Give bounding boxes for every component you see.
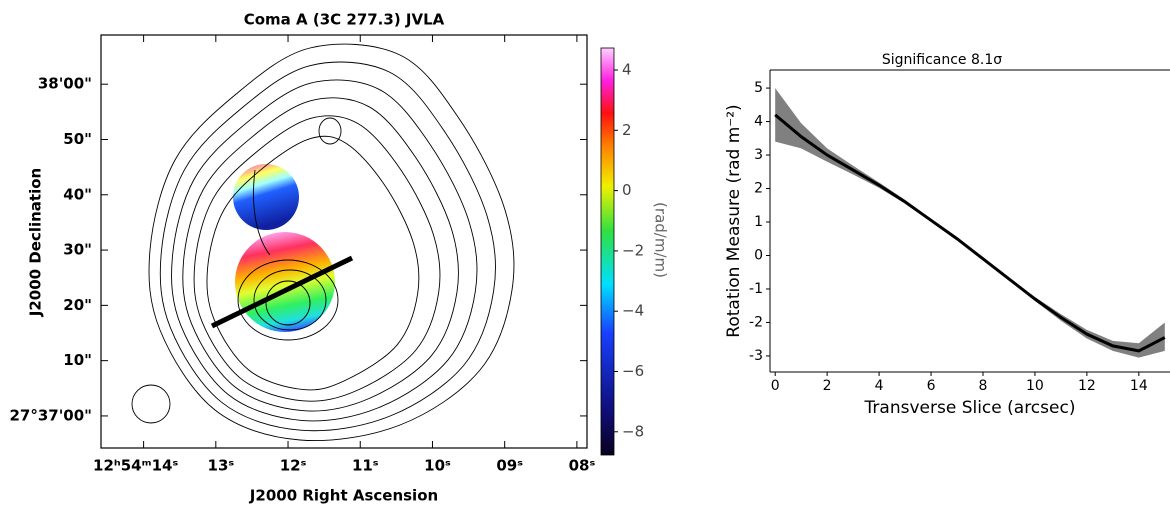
x-tick-label: 13ˢ: [208, 457, 235, 475]
rm-blob: [233, 164, 299, 230]
y-tick-label: 4: [754, 114, 763, 130]
left-panel: Coma A (3C 277.3) JVLA J2000 Right Ascen…: [9, 11, 669, 505]
x-tick-label: 12ˢ: [280, 457, 307, 475]
colorbar-tick-label: 4: [622, 61, 632, 79]
image-area: [131, 43, 515, 442]
slice-line: [210, 255, 354, 329]
x-tick-label: 12: [1078, 378, 1096, 394]
y-tick-label: 38'00": [38, 75, 92, 93]
chart-title: Coma A (3C 277.3) JVLA: [244, 11, 445, 29]
x-tick-label: 0: [771, 378, 780, 394]
colorbar-tick-label: −2: [622, 241, 644, 259]
colorbar-tick-label: −8: [622, 422, 644, 440]
colorbar-label: (rad/m/m): [652, 202, 670, 278]
y-tick-label: 20": [63, 296, 92, 314]
x-tick-label: 8: [979, 378, 988, 394]
x-tick-label: 10: [1026, 378, 1044, 394]
line: [774, 113, 1166, 353]
y-tick-label: -2: [749, 314, 763, 330]
plot-area: [774, 88, 1166, 358]
colorbar-tick-label: −4: [622, 302, 644, 320]
contour: [253, 269, 327, 331]
x-axis-label: Transverse Slice (arcsec): [864, 398, 1076, 418]
y-axis-label: J2000 Declination: [27, 168, 45, 317]
contour: [253, 169, 271, 256]
colorbar: [600, 47, 615, 456]
colorbar-tick-label: 2: [622, 121, 632, 139]
contours: [148, 43, 515, 442]
x-tick-label: 12ʰ54ᵐ14ˢ: [93, 457, 178, 475]
colorbar-tick-label: 0: [622, 181, 632, 199]
contour: [159, 61, 496, 432]
contour: [148, 43, 515, 442]
x-tick-label: 11ˢ: [352, 457, 379, 475]
right-panel: Significance 8.1σ Transverse Slice (arcs…: [724, 52, 1170, 418]
contour: [318, 117, 342, 145]
y-tick-label: 2: [754, 181, 763, 197]
y-tick-label: 1: [754, 214, 763, 230]
y-tick-label: 50": [63, 130, 92, 148]
contour: [265, 280, 311, 326]
x-tick-label: 6: [927, 378, 936, 394]
contour: [237, 259, 339, 341]
contour: [171, 79, 478, 422]
x-tick-label: 2: [823, 378, 832, 394]
y-tick-label: 40": [63, 185, 92, 203]
y-tick-label: 0: [754, 247, 763, 263]
x-axis-label: J2000 Right Ascension: [249, 487, 438, 505]
beam: [131, 384, 171, 424]
confidence-band: [775, 88, 1165, 358]
x-tick-label: 10ˢ: [424, 457, 451, 475]
y-tick-label: 10": [63, 351, 92, 369]
x-tick-label: 08ˢ: [569, 457, 596, 475]
chart-title: Significance 8.1σ: [882, 52, 1002, 68]
y-axis-label: Rotation Measure (rad m⁻²): [724, 104, 744, 337]
x-tick-label: 09ˢ: [496, 457, 523, 475]
contour: [193, 115, 441, 402]
y-tick-label: 27°37'00": [9, 406, 92, 424]
y-tick-label: 3: [754, 147, 763, 163]
contour: [206, 135, 420, 391]
y-tick-label: -1: [749, 281, 763, 297]
y-tick-label: -3: [749, 348, 763, 364]
y-tick-label: 5: [754, 80, 763, 96]
contour: [182, 97, 459, 412]
y-tick-label: 30": [63, 241, 92, 259]
axes-frame: [100, 34, 588, 449]
x-tick-label: 14: [1130, 378, 1148, 394]
colorbar-tick-label: −6: [622, 362, 644, 380]
x-tick-label: 4: [875, 378, 884, 394]
